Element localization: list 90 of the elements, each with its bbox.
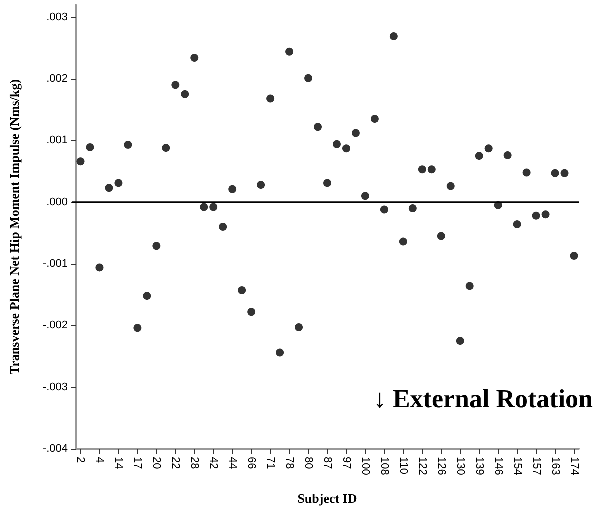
point xyxy=(162,144,170,152)
point xyxy=(134,324,142,332)
point xyxy=(276,348,284,357)
point xyxy=(96,264,104,272)
point xyxy=(342,144,350,153)
point xyxy=(266,94,275,103)
x-tick-label: 17 xyxy=(132,457,144,470)
x-tick-label: 71 xyxy=(264,457,277,470)
point xyxy=(570,252,578,260)
point xyxy=(551,169,560,178)
point xyxy=(466,282,474,290)
point xyxy=(361,192,370,200)
point xyxy=(418,166,426,174)
point xyxy=(446,182,455,190)
point xyxy=(513,220,522,229)
point xyxy=(105,184,114,192)
point xyxy=(542,210,550,219)
x-tick-label: 66 xyxy=(246,457,258,470)
point xyxy=(76,158,85,166)
point xyxy=(390,32,398,40)
x-tick-label: 14 xyxy=(112,457,125,470)
x-tick-label: 163 xyxy=(549,457,562,476)
point xyxy=(152,242,161,250)
point xyxy=(399,238,408,246)
point xyxy=(143,292,152,300)
point xyxy=(304,74,313,82)
y-tick-label: .000 xyxy=(46,196,68,208)
x-tick-label: 87 xyxy=(322,457,334,470)
x-tick-label: 4 xyxy=(94,457,106,464)
point xyxy=(370,115,379,124)
x-tick-label: 28 xyxy=(188,457,201,470)
point xyxy=(475,152,484,160)
x-tick-label: 126 xyxy=(435,457,448,476)
x-tick-label: 108 xyxy=(378,457,390,476)
point xyxy=(504,151,512,160)
x-tick-label: 22 xyxy=(170,457,182,470)
point xyxy=(114,179,123,188)
y-tick-label: -.003 xyxy=(42,381,68,394)
point xyxy=(333,140,341,148)
x-tick-label: 44 xyxy=(226,457,239,470)
x-tick-label: 78 xyxy=(284,457,296,470)
point xyxy=(286,48,294,56)
y-tick-label: .003 xyxy=(46,11,68,24)
point xyxy=(210,203,218,212)
point xyxy=(190,54,199,62)
point xyxy=(314,123,322,132)
point xyxy=(560,169,569,178)
annotation: ↓ External Rotation xyxy=(373,384,594,414)
y-tick-label: -.001 xyxy=(42,258,68,270)
x-tick-label: 146 xyxy=(492,457,504,476)
y-tick-label: -.002 xyxy=(42,320,68,332)
x-tick-label: 130 xyxy=(454,457,466,476)
x-tick-label: 80 xyxy=(302,457,315,470)
point xyxy=(532,212,540,220)
point xyxy=(248,308,256,316)
x-tick-label: 157 xyxy=(530,457,542,476)
point xyxy=(408,204,417,212)
point xyxy=(352,129,360,138)
x-tick-label: 100 xyxy=(359,457,372,476)
point xyxy=(484,144,493,153)
point xyxy=(456,337,464,346)
x-tick-label: 2 xyxy=(74,457,87,464)
y-axis-title: Transverse Plane Net Hip Moment Impulse (Nms/kg) xyxy=(7,79,22,375)
point xyxy=(380,206,388,214)
point xyxy=(219,223,228,231)
point xyxy=(324,179,332,188)
x-tick-label: 20 xyxy=(150,457,163,470)
point xyxy=(238,286,246,295)
point xyxy=(200,203,208,212)
x-tick-label: 154 xyxy=(511,457,524,476)
y-tick-label: .002 xyxy=(46,73,68,85)
x-tick-label: 97 xyxy=(340,457,352,470)
point xyxy=(428,166,436,174)
x-axis-title: Subject ID xyxy=(298,491,358,506)
point xyxy=(437,232,446,240)
point xyxy=(257,181,266,190)
y-tick-label: -.004 xyxy=(42,443,68,455)
point xyxy=(86,143,94,152)
point xyxy=(228,185,237,194)
point xyxy=(172,81,180,90)
x-tick-label: 174 xyxy=(568,457,580,476)
x-tick-label: 139 xyxy=(473,457,486,476)
point xyxy=(181,90,190,98)
point xyxy=(295,324,304,332)
point xyxy=(522,168,531,177)
x-tick-label: 122 xyxy=(416,457,428,476)
x-tick-label: 42 xyxy=(208,457,220,470)
point xyxy=(124,140,132,149)
y-tick-label: .001 xyxy=(46,134,68,147)
x-tick-label: 110 xyxy=(397,457,410,475)
